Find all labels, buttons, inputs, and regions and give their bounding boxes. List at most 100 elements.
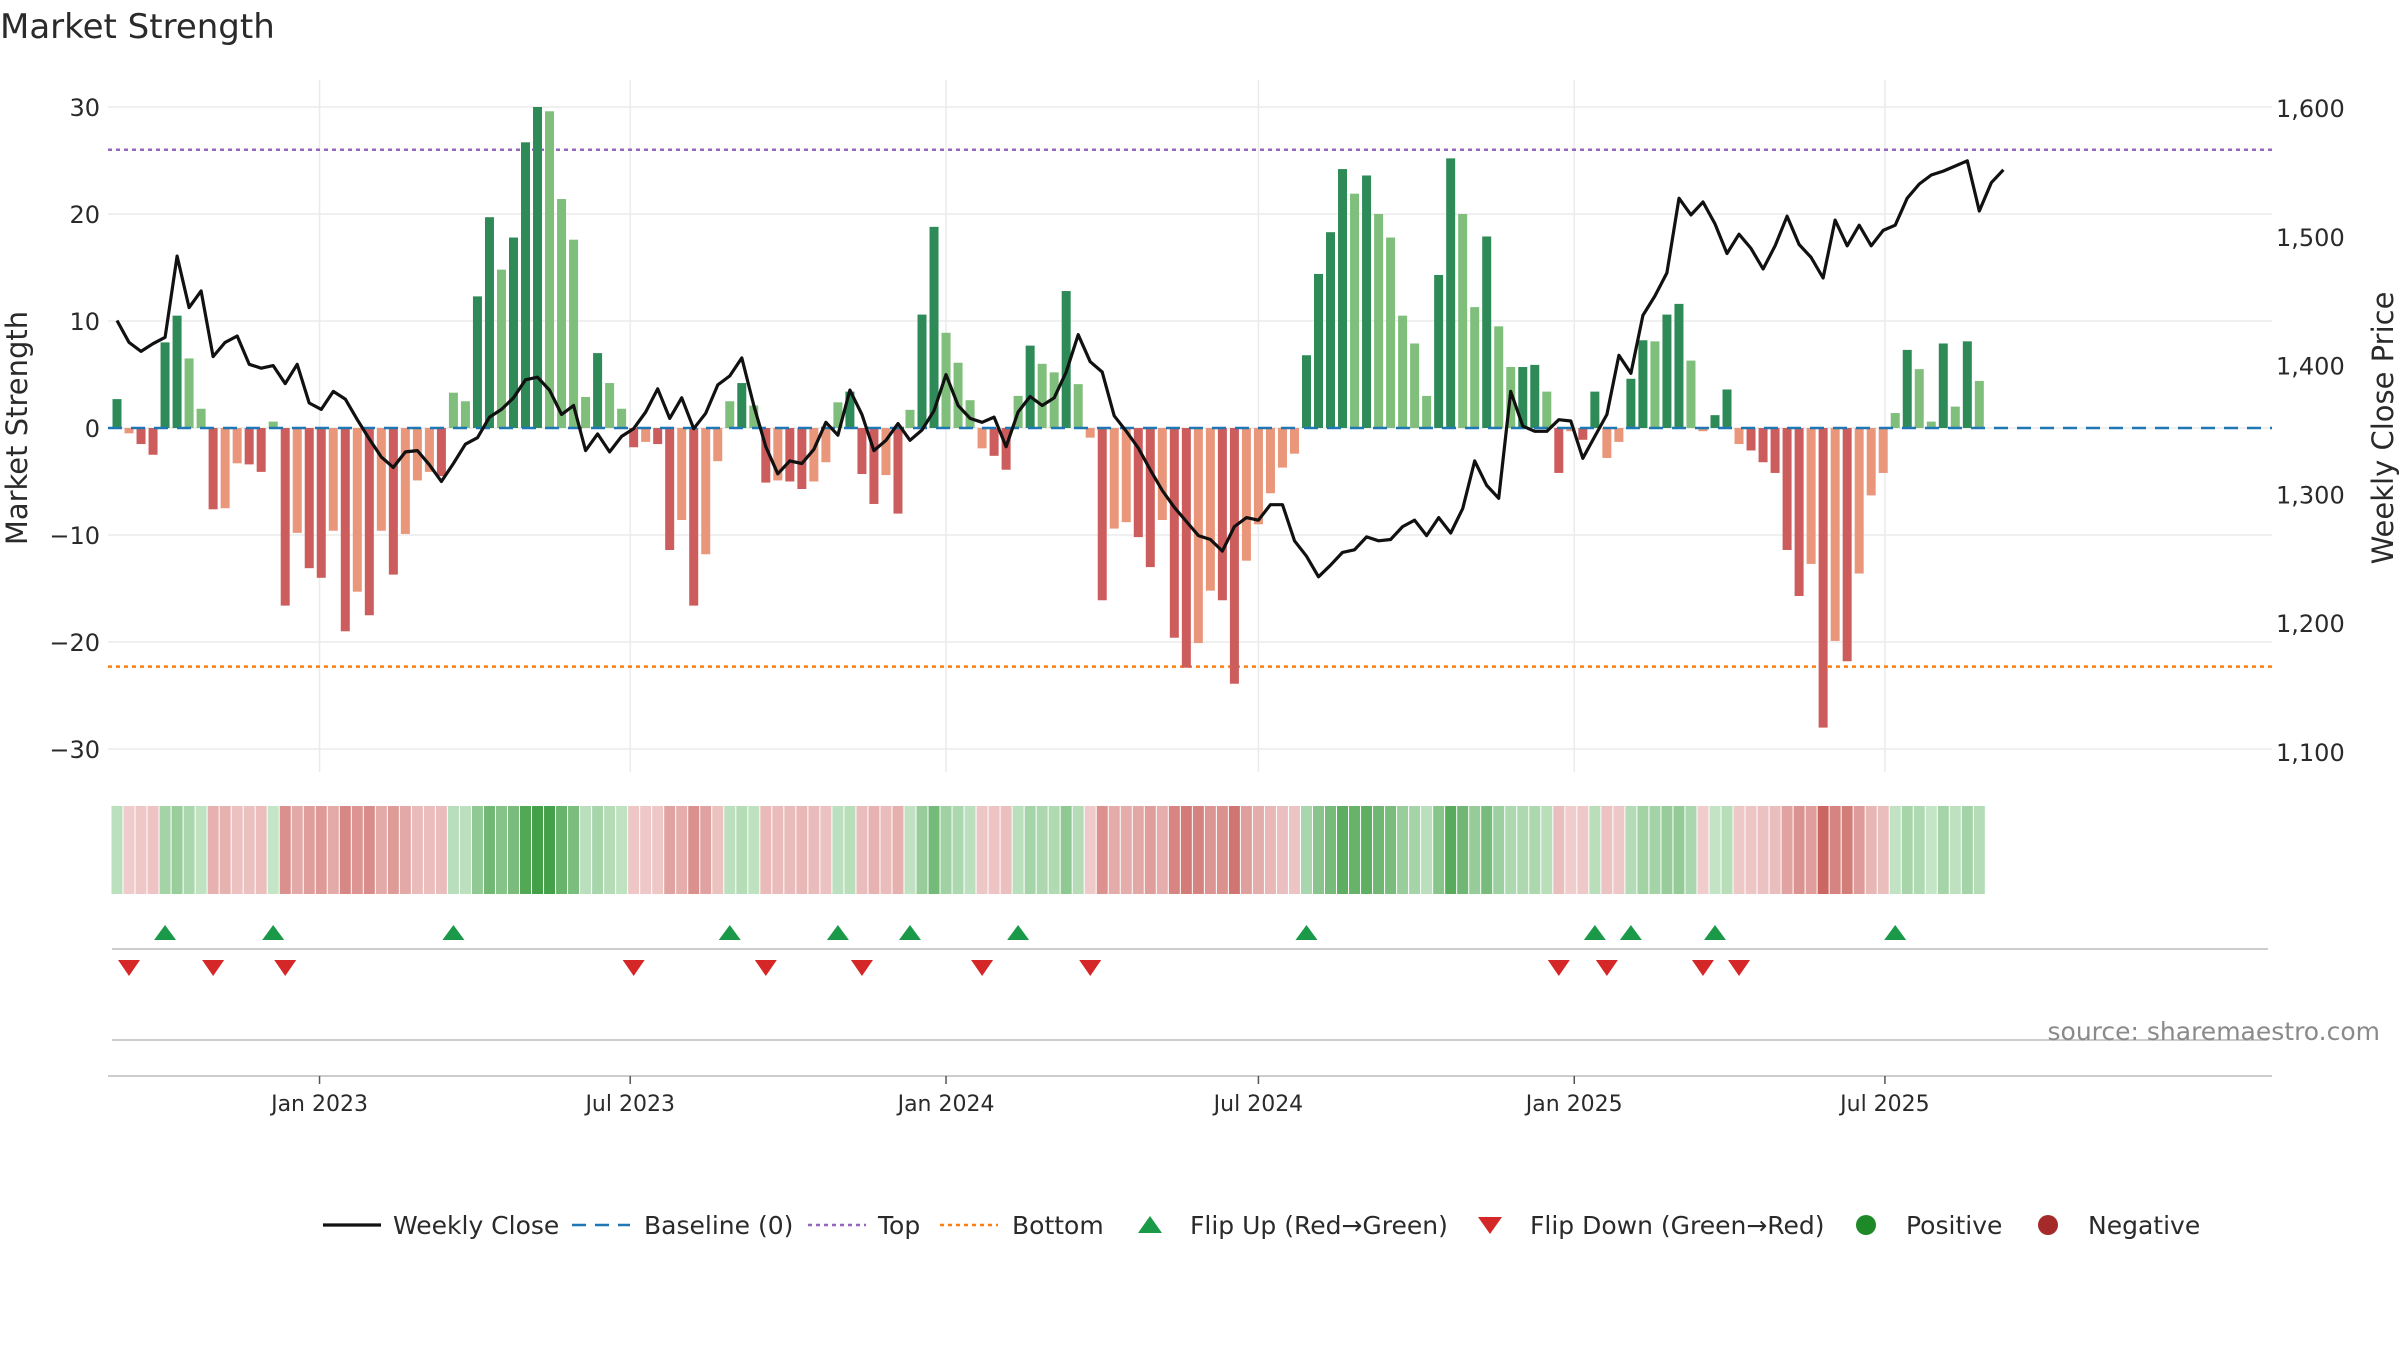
heat-cell bbox=[1505, 806, 1517, 894]
heat-cell bbox=[1120, 806, 1132, 894]
strength-bar bbox=[1386, 237, 1396, 428]
heat-cell bbox=[976, 806, 988, 894]
heat-cell bbox=[952, 806, 964, 894]
positive-dot-icon bbox=[1856, 1215, 1876, 1235]
heat-cell bbox=[507, 806, 519, 894]
heat-cell bbox=[1337, 806, 1349, 894]
heat-cell bbox=[1517, 806, 1529, 894]
heat-cell bbox=[916, 806, 928, 894]
y-axes: 30 20 10 0 −10 −20 −30 1,600 1,500 1,400 1,300 1,20… bbox=[49, 94, 2344, 767]
y-tick-label: 0 bbox=[85, 415, 100, 443]
strength-bar bbox=[304, 428, 314, 569]
strength-bar bbox=[1362, 175, 1372, 428]
heat-cell bbox=[279, 806, 291, 894]
heat-cell bbox=[1733, 806, 1745, 894]
heat-cell bbox=[1300, 806, 1312, 894]
strength-bar bbox=[1061, 291, 1071, 428]
strength-bar bbox=[1722, 389, 1732, 428]
heat-cell bbox=[1781, 806, 1793, 894]
strength-bar bbox=[1830, 428, 1840, 641]
legend-label: Bottom bbox=[1012, 1211, 1104, 1240]
strength-bar bbox=[1518, 367, 1528, 428]
heat-cell bbox=[1228, 806, 1240, 894]
strength-bar bbox=[1590, 391, 1600, 428]
heat-cell bbox=[568, 806, 580, 894]
strength-bar bbox=[773, 428, 783, 481]
heat-cell bbox=[808, 806, 820, 894]
strength-bar bbox=[1217, 428, 1227, 601]
strength-bar bbox=[617, 408, 627, 428]
heat-cell bbox=[1889, 806, 1901, 894]
strength-bar bbox=[593, 353, 603, 428]
heat-cell bbox=[1589, 806, 1601, 894]
heat-cell bbox=[1373, 806, 1385, 894]
legend-positive: Positive bbox=[1856, 1211, 2002, 1240]
heat-cell bbox=[1829, 806, 1841, 894]
strength-bar bbox=[1434, 274, 1444, 428]
strength-bar bbox=[641, 428, 651, 442]
strength-bar bbox=[1758, 428, 1768, 463]
flip-up-marker bbox=[1884, 925, 1907, 940]
strength-bar bbox=[1338, 169, 1348, 428]
strength-bar bbox=[965, 400, 975, 428]
strength-bar bbox=[352, 428, 362, 592]
strength-bar bbox=[1602, 428, 1612, 458]
flip-down-marker bbox=[1728, 960, 1751, 976]
heat-cell bbox=[435, 806, 447, 894]
strength-bar bbox=[424, 428, 434, 472]
strength-bar bbox=[893, 428, 903, 514]
heat-cell bbox=[135, 806, 147, 894]
strength-bar bbox=[220, 428, 230, 509]
flip-markers-panel bbox=[112, 925, 2268, 1041]
heat-cell bbox=[1913, 806, 1925, 894]
legend-label: Weekly Close bbox=[393, 1211, 559, 1240]
flip-up-icon bbox=[1138, 1216, 1162, 1233]
legend-weekly-close: Weekly Close bbox=[323, 1211, 559, 1240]
heat-cell bbox=[1421, 806, 1433, 894]
strength-bar bbox=[184, 358, 194, 428]
strength-bar bbox=[1157, 428, 1167, 521]
strength-bar bbox=[1926, 421, 1936, 428]
strength-bar bbox=[268, 421, 278, 428]
strength-bar bbox=[977, 428, 987, 449]
strength-bar bbox=[557, 199, 567, 428]
y-tick-label: −10 bbox=[49, 522, 100, 550]
legend-label: Flip Down (Green→Red) bbox=[1530, 1211, 1825, 1240]
heat-cell bbox=[1853, 806, 1865, 894]
heat-cell bbox=[291, 806, 303, 894]
heat-cell bbox=[1769, 806, 1781, 894]
strength-bar bbox=[1974, 380, 1984, 428]
strength-bar bbox=[1133, 428, 1143, 538]
strength-bar bbox=[1902, 349, 1912, 428]
strength-bar bbox=[677, 428, 687, 521]
strength-bar bbox=[761, 428, 771, 483]
legend-label: Top bbox=[877, 1211, 920, 1240]
flip-up-marker bbox=[1583, 925, 1606, 940]
strength-bar bbox=[1410, 343, 1420, 428]
heat-cell bbox=[1180, 806, 1192, 894]
heat-cell bbox=[772, 806, 784, 894]
heat-cell bbox=[1973, 806, 1985, 894]
strength-bar bbox=[472, 296, 482, 428]
strength-bar bbox=[1686, 360, 1696, 428]
heat-cell bbox=[592, 806, 604, 894]
heat-cell bbox=[796, 806, 808, 894]
strength-bar bbox=[1181, 428, 1191, 668]
strength-bar bbox=[1938, 343, 1948, 428]
heat-cell bbox=[159, 806, 171, 894]
heat-cell bbox=[604, 806, 616, 894]
strength-bar bbox=[749, 405, 759, 428]
heat-cell bbox=[1048, 806, 1060, 894]
strength-bar bbox=[1650, 341, 1660, 428]
strength-bar bbox=[1121, 428, 1131, 523]
strength-bar bbox=[545, 111, 555, 428]
legend-flip-down: Flip Down (Green→Red) bbox=[1478, 1211, 1825, 1240]
strength-bar bbox=[1109, 428, 1119, 529]
heat-cell bbox=[616, 806, 628, 894]
y2-tick-label: 1,300 bbox=[2276, 481, 2345, 509]
heat-cell bbox=[147, 806, 159, 894]
heat-cell bbox=[1937, 806, 1949, 894]
x-tick-label: Jan 2024 bbox=[896, 1092, 995, 1117]
strength-bar bbox=[1662, 314, 1672, 428]
